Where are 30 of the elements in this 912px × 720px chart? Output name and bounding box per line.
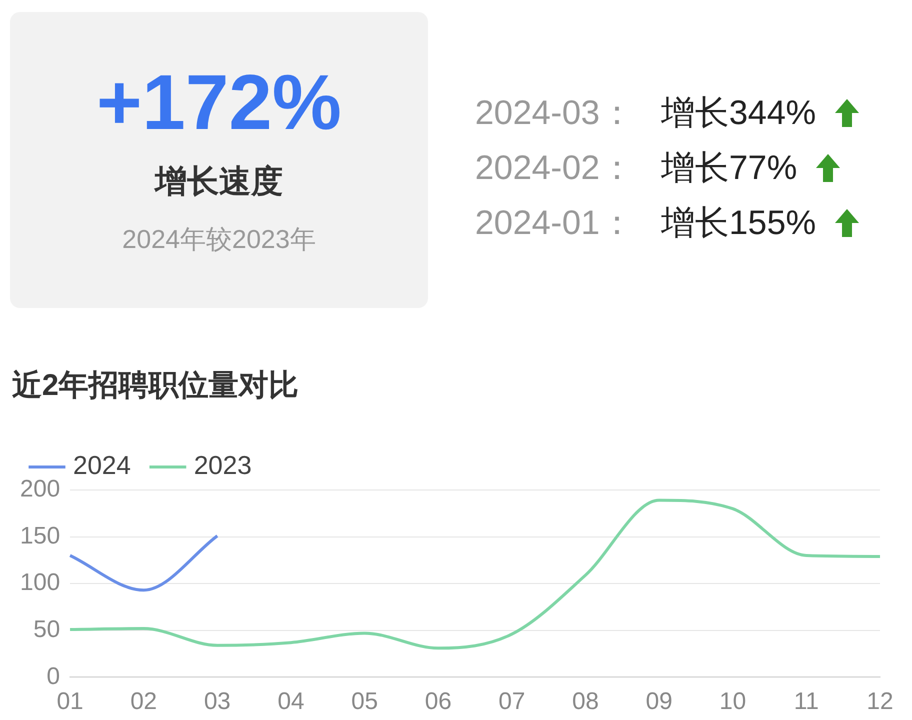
text: 增长155% <box>661 202 816 244</box>
x-tick-label: 02 <box>130 688 158 716</box>
text: 增长344% <box>661 92 816 134</box>
chart-title: 近2年招聘职位量对比 <box>12 368 299 404</box>
text: 增长速度 <box>153 162 284 201</box>
text: 2024-01： <box>475 202 635 244</box>
x-tick-label: 03 <box>204 688 231 716</box>
x-tick-label: 07 <box>498 688 526 716</box>
x-tick-label: 08 <box>572 688 599 716</box>
y-tick-label: 200 <box>20 476 60 503</box>
x-tick-label: 05 <box>351 688 378 716</box>
line-series <box>68 498 882 650</box>
x-tick-label: 12 <box>866 688 894 716</box>
text: 增长77% <box>661 148 798 188</box>
legend-label: 2023 <box>194 450 252 480</box>
legend-label: 2024 <box>73 450 131 480</box>
text: 2024-03： <box>475 92 635 134</box>
x-tick-label: 06 <box>424 688 452 716</box>
x-tick-label: 01 <box>56 688 84 716</box>
y-tick-label: 0 <box>46 662 60 690</box>
text: +172% <box>95 58 343 146</box>
y-tick-label: 150 <box>20 522 60 550</box>
text: 2024-02： <box>475 148 635 188</box>
x-tick-label: 10 <box>719 688 746 716</box>
y-tick-label: 50 <box>33 616 60 644</box>
x-tick-label: 04 <box>278 688 304 716</box>
x-tick-label: 11 <box>794 688 819 716</box>
y-tick-label: 100 <box>20 569 60 596</box>
text: 2024年较2023年 <box>121 223 317 256</box>
x-tick-label: 09 <box>646 688 672 716</box>
